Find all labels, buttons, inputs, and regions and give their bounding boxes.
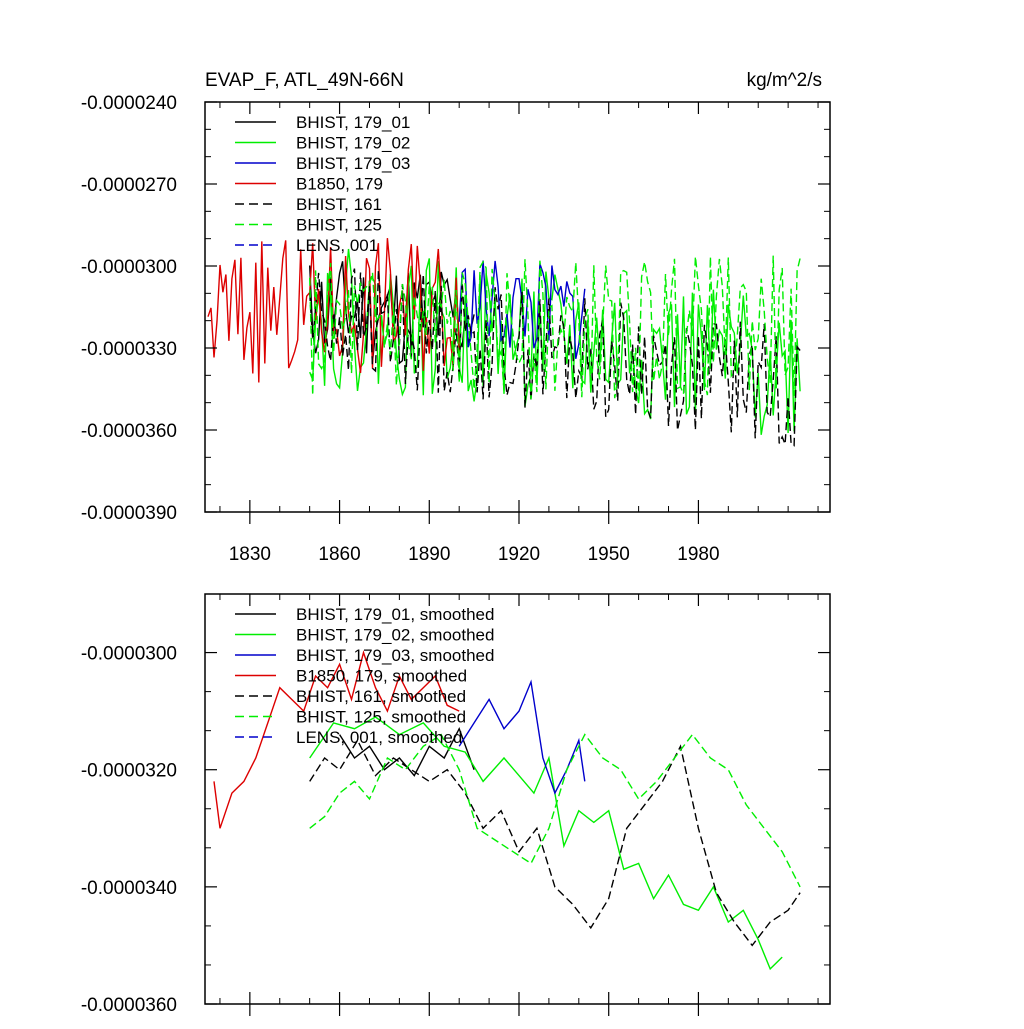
bottom-legend-label-0: BHIST, 179_01, smoothed [296, 605, 494, 624]
bottom-series-group [213, 650, 801, 971]
top-legend-label-5: BHIST, 125 [296, 216, 382, 235]
y-tick-label: -0.0000300 [81, 644, 177, 665]
bottom-legend: BHIST, 179_01, smoothed BHIST, 179_02, sm… [235, 605, 494, 747]
bottom-legend-label-4: BHIST, 161, smoothed [296, 687, 466, 706]
bottom-panel: -0.0000300 -0.0000320 -0.0000340 -0.0000360… [81, 593, 831, 1016]
top-legend-label-0: BHIST, 179_01 [296, 113, 410, 132]
y-tick-label: -0.0000390 [81, 503, 177, 524]
bottom-legend-label-1: BHIST, 179_02, smoothed [296, 626, 494, 645]
bottom-legend-label-6: LENS, 001, smoothed [296, 728, 462, 747]
bottom-series-line-3 [213, 650, 460, 829]
x-tick-label: 1950 [588, 544, 630, 565]
y-tick-label: -0.0000330 [81, 339, 177, 360]
top-legend-label-3: B1850, 179 [296, 175, 383, 194]
bottom-legend-label-5: BHIST, 125, smoothed [296, 708, 466, 727]
y-tick-label: -0.0000300 [81, 257, 177, 278]
top-panel-units: kg/m^2/s [747, 70, 822, 91]
top-legend-label-4: BHIST, 161 [296, 195, 382, 214]
y-tick-label: -0.0000340 [81, 878, 177, 899]
x-tick-label: 1920 [498, 544, 540, 565]
top-panel: EVAP_F, ATL_49N-66N kg/m^2/s 1830 1860 189… [81, 70, 831, 565]
top-legend-label-2: BHIST, 179_03 [296, 154, 410, 173]
x-tick-label: 1830 [229, 544, 271, 565]
y-tick-label: -0.0000240 [81, 93, 177, 114]
bottom-series-line-5 [309, 733, 801, 888]
x-tick-label: 1860 [318, 544, 360, 565]
top-series-line-5 [309, 255, 801, 400]
bottom-axes: -0.0000300 -0.0000320 -0.0000340 -0.0000360 [81, 594, 830, 1016]
y-tick-label: -0.0000320 [81, 761, 177, 782]
bottom-series-line-1 [309, 716, 783, 971]
bottom-plot-frame [204, 593, 831, 1005]
top-panel-title: EVAP_F, ATL_49N-66N [205, 70, 404, 91]
bottom-legend-label-3: B1850, 179, smoothed [296, 667, 467, 686]
x-tick-label: 1980 [677, 544, 719, 565]
bottom-legend-label-2: BHIST, 179_03, smoothed [296, 646, 494, 665]
top-axes: 1830 1860 1890 1920 1950 1980 -0.0000240 -0.000… [81, 93, 830, 565]
y-tick-label: -0.0000270 [81, 175, 177, 196]
top-legend-label-1: BHIST, 179_02 [296, 134, 410, 153]
bottom-series-line-4 [309, 738, 801, 947]
top-series-line-4 [309, 268, 801, 447]
x-tick-label: 1890 [408, 544, 450, 565]
top-series-group [207, 238, 801, 447]
y-tick-label: -0.0000360 [81, 995, 177, 1016]
top-plot-frame [204, 101, 831, 513]
top-legend-label-6: LENS, 001 [296, 236, 378, 255]
y-tick-label: -0.0000360 [81, 421, 177, 442]
bottom-series-line-2 [458, 679, 586, 795]
